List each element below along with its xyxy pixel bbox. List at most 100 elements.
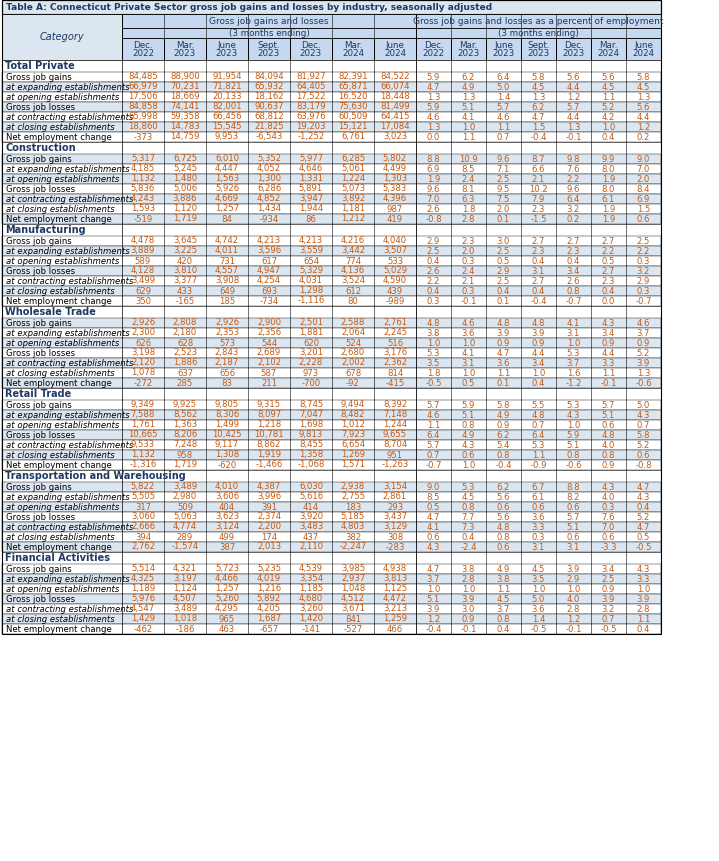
Text: -934: -934 <box>260 214 279 224</box>
Text: 1.0: 1.0 <box>532 369 545 377</box>
Text: -700: -700 <box>301 379 321 387</box>
Text: 16,520: 16,520 <box>338 92 367 102</box>
Text: 8.0: 8.0 <box>602 184 615 194</box>
Text: 1,125: 1,125 <box>383 585 407 593</box>
Text: 3.7: 3.7 <box>637 329 650 338</box>
Text: 1.0: 1.0 <box>602 122 615 132</box>
Text: 2,102: 2,102 <box>257 358 281 368</box>
Text: Dec.: Dec. <box>301 40 321 50</box>
Text: 404: 404 <box>219 503 235 511</box>
Bar <box>2 368 661 378</box>
Text: 3,996: 3,996 <box>257 492 281 501</box>
Text: 5.1: 5.1 <box>602 411 615 419</box>
Text: 6.2: 6.2 <box>462 72 475 82</box>
Text: 1,358: 1,358 <box>299 450 323 460</box>
Text: 5.2: 5.2 <box>637 349 650 357</box>
Bar <box>556 38 591 60</box>
Text: 1.0: 1.0 <box>567 338 580 348</box>
Text: at closing establishments: at closing establishments <box>6 615 114 623</box>
Text: 1,429: 1,429 <box>131 615 155 623</box>
Text: 4,507: 4,507 <box>173 594 197 604</box>
Text: 8,704: 8,704 <box>383 441 407 449</box>
Text: 2,926: 2,926 <box>215 319 239 327</box>
Text: 0.9: 0.9 <box>602 461 615 469</box>
Text: 4,254: 4,254 <box>257 276 281 286</box>
Text: 5,185: 5,185 <box>341 512 365 522</box>
Text: 5,892: 5,892 <box>257 594 281 604</box>
Text: 5.7: 5.7 <box>427 441 440 449</box>
Text: 1.8: 1.8 <box>427 369 440 377</box>
Text: 2.1: 2.1 <box>462 276 475 286</box>
Text: 65,871: 65,871 <box>338 83 368 91</box>
Text: 0.8: 0.8 <box>567 287 580 295</box>
Bar <box>2 0 661 14</box>
Text: 2,013: 2,013 <box>257 542 281 552</box>
Text: Mar.: Mar. <box>459 40 477 50</box>
Text: 2,588: 2,588 <box>341 319 365 327</box>
Text: 5,073: 5,073 <box>341 184 365 194</box>
Text: Sept.: Sept. <box>527 40 550 50</box>
Bar <box>2 460 661 470</box>
Text: 0.2: 0.2 <box>567 214 580 224</box>
Text: 2,689: 2,689 <box>257 349 281 357</box>
Text: 84: 84 <box>221 214 232 224</box>
Text: 1,185: 1,185 <box>299 585 323 593</box>
Text: 0.1: 0.1 <box>497 296 510 306</box>
Text: at expanding establishments: at expanding establishments <box>6 329 129 338</box>
Text: 4,803: 4,803 <box>341 523 365 531</box>
Text: -0.7: -0.7 <box>565 296 582 306</box>
Text: 17,084: 17,084 <box>380 122 410 132</box>
Text: -1,116: -1,116 <box>298 296 324 306</box>
Text: 4.6: 4.6 <box>462 319 475 327</box>
Text: Manufacturing: Manufacturing <box>5 225 86 235</box>
Text: 4.6: 4.6 <box>637 319 650 327</box>
Text: 9,805: 9,805 <box>215 400 239 410</box>
Text: 5,063: 5,063 <box>173 512 197 522</box>
Text: 0.6: 0.6 <box>602 420 615 430</box>
Bar <box>2 542 661 552</box>
Text: 211: 211 <box>261 379 277 387</box>
Text: 0.1: 0.1 <box>497 379 510 387</box>
Text: 18,669: 18,669 <box>170 92 200 102</box>
Text: -1,263: -1,263 <box>381 461 408 469</box>
Text: Net employment change: Net employment change <box>6 542 111 552</box>
Text: 2024: 2024 <box>597 49 620 59</box>
Text: 8,306: 8,306 <box>215 411 239 419</box>
Bar <box>626 38 661 60</box>
Text: 5,235: 5,235 <box>257 565 281 573</box>
Text: 3,213: 3,213 <box>383 604 407 614</box>
Text: (3 months ending): (3 months ending) <box>498 28 579 38</box>
Text: 2,245: 2,245 <box>383 329 407 338</box>
Text: 4,040: 4,040 <box>383 237 407 245</box>
Text: 4,499: 4,499 <box>383 164 407 174</box>
Text: 5,514: 5,514 <box>131 565 155 573</box>
Text: 6.9: 6.9 <box>637 195 650 203</box>
Text: 626: 626 <box>135 338 151 348</box>
Text: at closing establishments: at closing establishments <box>6 205 114 214</box>
Text: 0.8: 0.8 <box>497 532 510 542</box>
Text: 3,489: 3,489 <box>173 482 197 492</box>
Text: 8.5: 8.5 <box>462 164 475 174</box>
Text: 2023: 2023 <box>258 49 280 59</box>
Text: 4,396: 4,396 <box>383 195 407 203</box>
Text: 3,354: 3,354 <box>299 574 323 584</box>
Text: 2,300: 2,300 <box>131 329 155 338</box>
Text: 0.7: 0.7 <box>637 420 650 430</box>
Text: 4,447: 4,447 <box>215 164 239 174</box>
Bar <box>2 502 661 512</box>
Text: 9.6: 9.6 <box>427 184 440 194</box>
Text: 65,998: 65,998 <box>128 113 157 121</box>
Text: 4.5: 4.5 <box>532 83 545 91</box>
Text: 5.3: 5.3 <box>567 349 580 357</box>
Text: 612: 612 <box>345 287 361 295</box>
Text: -1,316: -1,316 <box>129 461 157 469</box>
Text: 8,392: 8,392 <box>383 400 407 410</box>
Text: 14,783: 14,783 <box>170 122 200 132</box>
Text: 2.9: 2.9 <box>567 574 580 584</box>
Text: 2.0: 2.0 <box>497 205 510 214</box>
Text: 3.8: 3.8 <box>497 574 510 584</box>
Text: 5,976: 5,976 <box>131 594 155 604</box>
Text: 2.6: 2.6 <box>427 267 440 276</box>
Text: 1.2: 1.2 <box>567 615 580 623</box>
Text: 2,228: 2,228 <box>299 358 323 368</box>
